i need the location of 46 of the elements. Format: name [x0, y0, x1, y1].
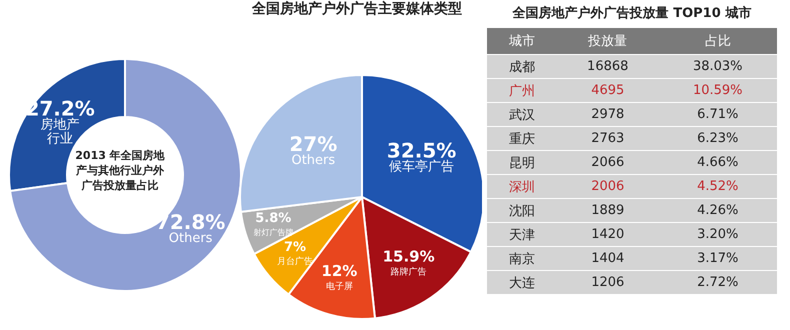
data-label: 2066 [556, 150, 659, 174]
slice-label: 月台广告 [277, 256, 314, 268]
category-label: 广州 [487, 78, 557, 102]
category-label: 昆明 [487, 150, 557, 174]
chart-title: 全国房地产户外广告主要媒体类型 [251, 0, 463, 18]
category-label: 大连 [487, 270, 557, 294]
data-label: 16868 [556, 54, 659, 78]
category-label: 成都 [487, 54, 557, 78]
data-label: 1889 [556, 198, 659, 222]
category-label: 武汉 [487, 102, 557, 126]
data-label: 15.9% [382, 247, 435, 266]
slice-label: 电子屏 [326, 280, 353, 292]
data-label: 1206 [556, 270, 659, 294]
data-label: 12% [321, 262, 358, 280]
slice-label: Others [291, 152, 336, 168]
data-label: 4.52% [658, 174, 777, 198]
category-label: 重庆 [487, 126, 557, 150]
text: 2013 年全国房地产与其他行业户外广告投放量占比 [74, 148, 166, 193]
category-label: 沈阳 [487, 198, 557, 222]
series-label: 投放量 [556, 28, 659, 54]
category-label: 天津 [487, 222, 557, 246]
text: 城市 [487, 28, 557, 54]
category-label: 深圳 [487, 174, 557, 198]
data-label: 1404 [556, 246, 659, 270]
data-label: 5.8% [255, 210, 292, 226]
data-label: 1420 [556, 222, 659, 246]
data-label: 6.71% [658, 102, 777, 126]
data-label: 2.72% [658, 270, 777, 294]
data-label: 4.66% [658, 150, 777, 174]
data-label: 38.03% [658, 54, 777, 78]
data-label: 3.20% [658, 222, 777, 246]
slice-label: Others [168, 231, 213, 246]
slice-label: 路牌广告 [390, 266, 427, 278]
data-label: 4.26% [658, 198, 777, 222]
data-label: 3.17% [658, 246, 777, 270]
data-label: 2763 [556, 126, 659, 150]
data-label: 2006 [556, 174, 659, 198]
data-label: 7% [284, 240, 306, 256]
data-label: 2978 [556, 102, 659, 126]
data-label: 6.23% [658, 126, 777, 150]
category-label: 南京 [487, 246, 557, 270]
data-label: 4695 [556, 78, 659, 102]
slice-label: 房地产行业 [40, 116, 80, 147]
text: 占比 [658, 28, 777, 54]
data-label: 10.59% [658, 78, 777, 102]
text: 全国房地产户外广告投放量 TOP10 城市 [512, 4, 752, 23]
